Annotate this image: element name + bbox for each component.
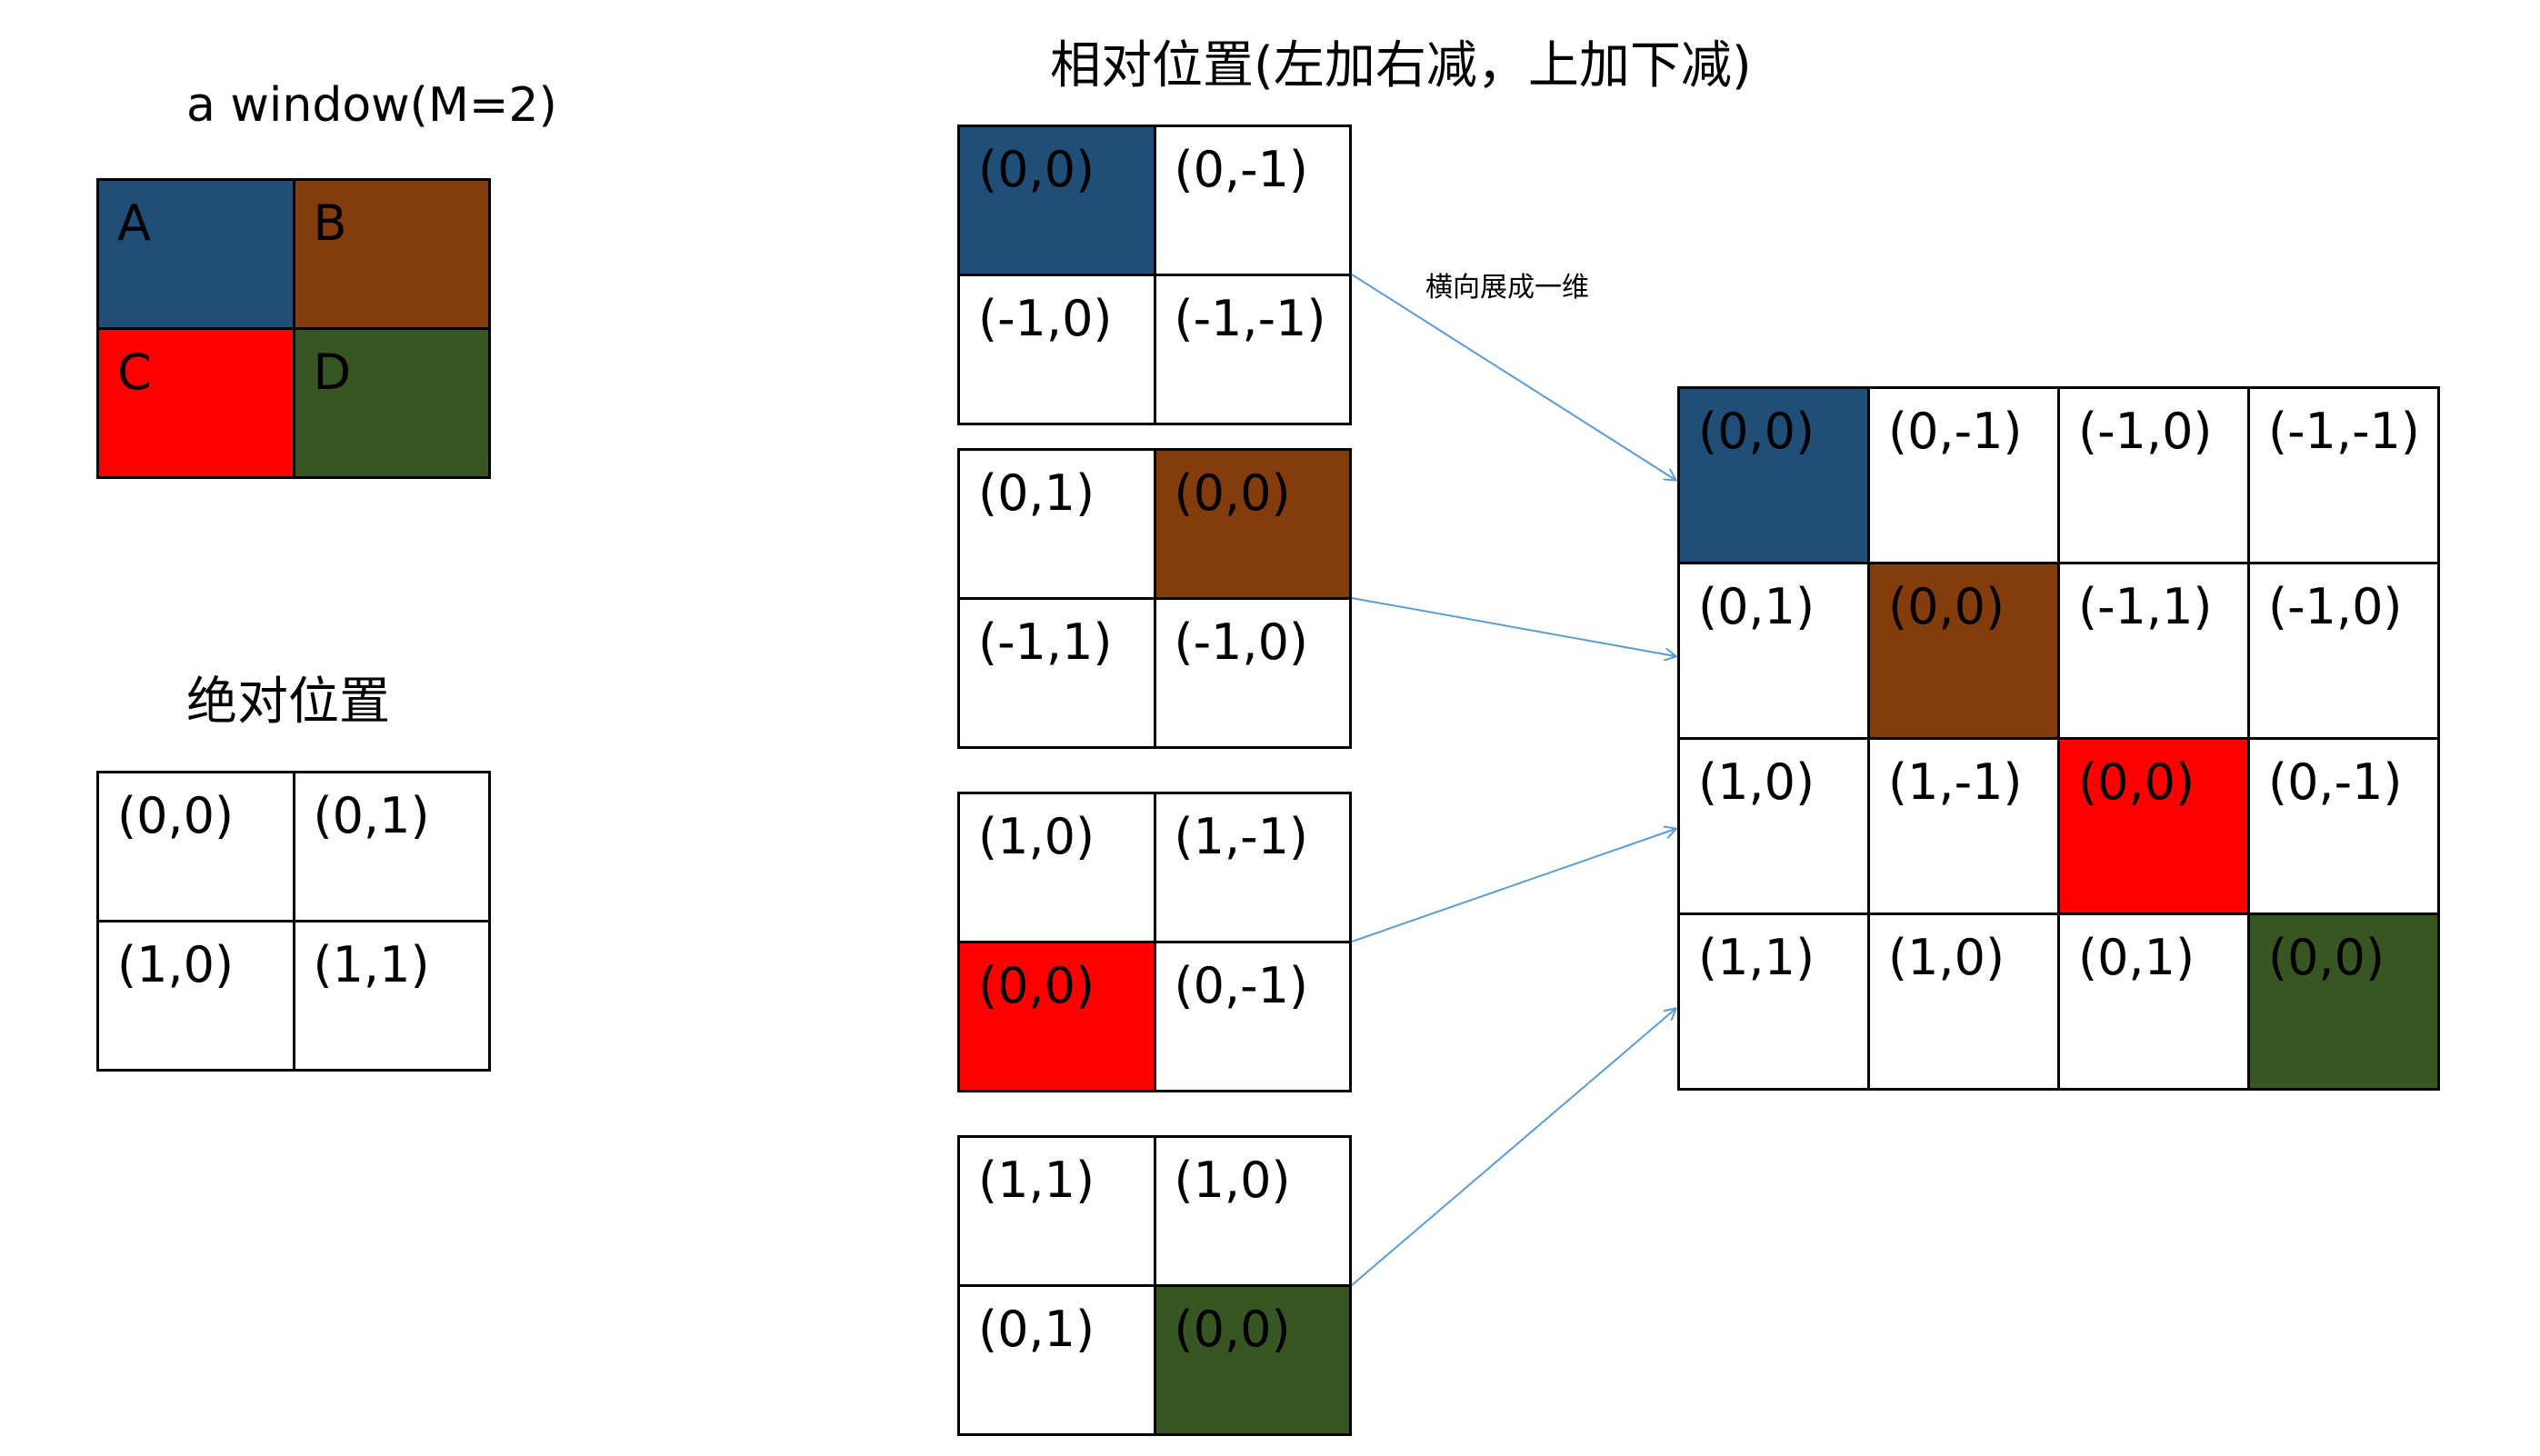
relative-cell-label: (-1,1)	[978, 613, 1113, 671]
matrix-cell-label: (1,0)	[1698, 753, 1815, 811]
relative-cell: (1,0)	[1155, 1138, 1349, 1284]
window-cell-a: A	[99, 181, 293, 327]
absolute-cell: (0,1)	[295, 773, 488, 920]
relative-cell-label: (0,-1)	[1174, 141, 1309, 198]
arrow-row-1	[1351, 274, 1675, 480]
matrix-cell-label: (0,0)	[2268, 929, 2385, 986]
relative-grid-c: (1,0) (1,-1) (0,0) (0,-1)	[957, 792, 1352, 1092]
matrix-cell-label: (-1,0)	[2078, 403, 2213, 460]
absolute-cell-label: (0,0)	[117, 787, 235, 844]
window-cell-label: C	[117, 344, 152, 401]
relative-cell-label: (1,0)	[978, 808, 1095, 865]
matrix-cell-label: (-1,0)	[2268, 578, 2403, 635]
matrix-cell-label: (1,0)	[1888, 929, 2005, 986]
matrix-cell-label: (-1,-1)	[2268, 403, 2420, 460]
matrix-cell: (-1,-1)	[2250, 389, 2437, 562]
relative-cell-label: (-1,0)	[978, 290, 1113, 347]
matrix-cell: (0,0)	[1870, 564, 2057, 737]
matrix-cell: (1,1)	[1680, 915, 1867, 1088]
matrix-cell: (1,0)	[1680, 740, 1867, 912]
arrow-row-4	[1351, 1009, 1675, 1286]
arrow-row-2	[1351, 597, 1675, 656]
matrix-cell: (0,1)	[2060, 915, 2247, 1088]
relative-cell: (0,0)	[960, 943, 1154, 1090]
matrix-cell-label: (0,1)	[2078, 929, 2195, 986]
relative-cell: (0,1)	[960, 1287, 1154, 1433]
relative-cell-label: (0,-1)	[1174, 957, 1309, 1014]
relative-cell: (-1,0)	[1155, 600, 1349, 746]
window-grid: A B C D	[96, 178, 491, 479]
relative-cell: (-1,-1)	[1155, 276, 1349, 423]
relative-cell: (0,-1)	[1155, 127, 1349, 274]
absolute-position-grid: (0,0) (0,1) (1,0) (1,1)	[96, 771, 491, 1072]
matrix-cell-label: (1,-1)	[1888, 753, 2023, 811]
matrix-cell-label: (0,0)	[2078, 753, 2195, 811]
relative-cell-label: (0,0)	[978, 141, 1095, 198]
absolute-cell-label: (0,1)	[313, 787, 430, 844]
matrix-cell-label: (-1,1)	[2078, 578, 2213, 635]
matrix-cell-label: (1,1)	[1698, 929, 1815, 986]
matrix-cell: (-1,0)	[2250, 564, 2437, 737]
relative-grid-d: (1,1) (1,0) (0,1) (0,0)	[957, 1135, 1352, 1436]
relative-cell: (1,1)	[960, 1138, 1154, 1284]
window-cell-d: D	[295, 330, 488, 476]
matrix-cell-label: (0,0)	[1888, 578, 2005, 635]
relative-cell-label: (0,0)	[1174, 1301, 1291, 1358]
relative-cell-label: (0,0)	[1174, 464, 1291, 522]
matrix-cell: (1,0)	[1870, 915, 2057, 1088]
relative-cell-label: (1,1)	[978, 1152, 1095, 1209]
window-cell-label: D	[313, 344, 352, 401]
absolute-cell-label: (1,0)	[117, 936, 235, 993]
matrix-cell-label: (0,-1)	[1888, 403, 2023, 460]
matrix-cell: (0,0)	[2060, 740, 2247, 912]
matrix-cell: (0,0)	[1680, 389, 1867, 562]
relative-cell-label: (-1,0)	[1174, 613, 1309, 671]
matrix-cell-label: (0,1)	[1698, 578, 1815, 635]
relative-cell-label: (1,0)	[1174, 1152, 1291, 1209]
relative-cell: (0,-1)	[1155, 943, 1349, 1090]
absolute-cell: (0,0)	[99, 773, 293, 920]
flatten-label: 横向展成一维	[1425, 272, 1589, 304]
relative-position-title: 相对位置(左加右减，上加下减)	[1050, 36, 1752, 95]
window-cell-b: B	[295, 181, 488, 327]
flattened-matrix: (0,0) (0,-1) (-1,0) (-1,-1) (0,1) (0,0) …	[1677, 386, 2440, 1091]
absolute-cell-label: (1,1)	[313, 936, 430, 993]
matrix-cell: (0,-1)	[1870, 389, 2057, 562]
relative-cell-label: (1,-1)	[1174, 808, 1309, 865]
arrow-row-3	[1351, 829, 1675, 942]
matrix-cell: (-1,0)	[2060, 389, 2247, 562]
relative-cell: (1,-1)	[1155, 794, 1349, 941]
matrix-cell: (0,1)	[1680, 564, 1867, 737]
window-cell-c: C	[99, 330, 293, 476]
relative-grid-a: (0,0) (0,-1) (-1,0) (-1,-1)	[957, 125, 1352, 425]
relative-cell: (-1,0)	[960, 276, 1154, 423]
relative-cell: (0,0)	[960, 127, 1154, 274]
relative-cell-label: (0,0)	[978, 957, 1095, 1014]
relative-grid-b: (0,1) (0,0) (-1,1) (-1,0)	[957, 448, 1352, 749]
matrix-cell: (1,-1)	[1870, 740, 2057, 912]
matrix-cell-label: (0,0)	[1698, 403, 1815, 460]
relative-cell: (0,0)	[1155, 1287, 1349, 1433]
window-cell-label: B	[313, 194, 347, 252]
relative-cell-label: (0,1)	[978, 1301, 1095, 1358]
relative-cell: (0,0)	[1155, 451, 1349, 597]
relative-cell: (1,0)	[960, 794, 1154, 941]
window-cell-label: A	[117, 194, 151, 252]
relative-cell-label: (-1,-1)	[1174, 290, 1326, 347]
absolute-cell: (1,0)	[99, 922, 293, 1069]
matrix-cell: (-1,1)	[2060, 564, 2247, 737]
relative-cell: (-1,1)	[960, 600, 1154, 746]
window-title: a window(M=2)	[186, 78, 557, 133]
matrix-cell: (0,0)	[2250, 915, 2437, 1088]
absolute-cell: (1,1)	[295, 922, 488, 1069]
matrix-cell-label: (0,-1)	[2268, 753, 2403, 811]
relative-cell: (0,1)	[960, 451, 1154, 597]
absolute-position-title: 绝对位置	[186, 673, 390, 732]
relative-cell-label: (0,1)	[978, 464, 1095, 522]
matrix-cell: (0,-1)	[2250, 740, 2437, 912]
